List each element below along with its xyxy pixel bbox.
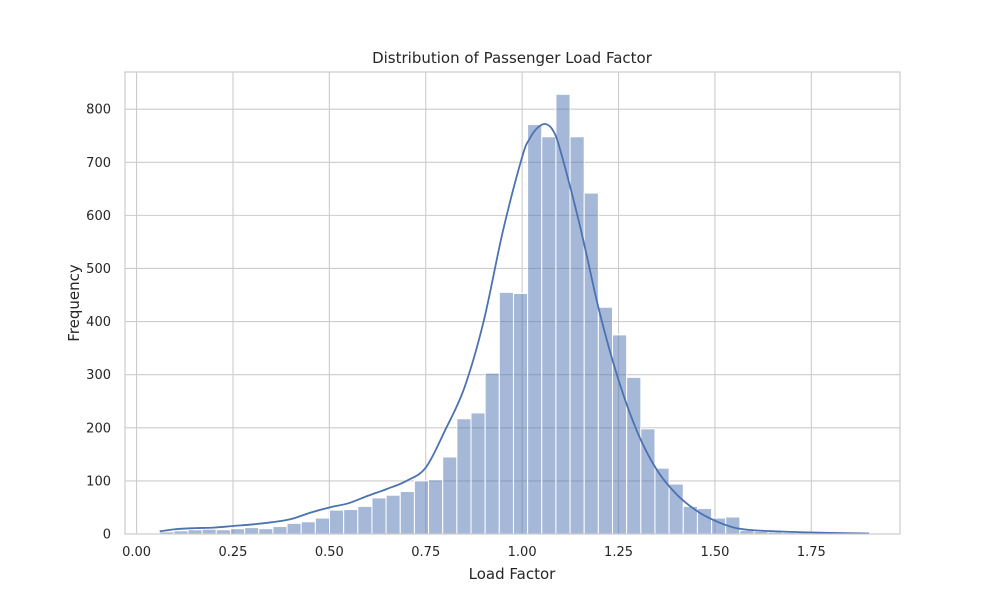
- histogram-bar: [399, 491, 415, 535]
- histogram-bar: [626, 376, 642, 535]
- histogram-bar: [272, 526, 288, 535]
- histogram-bar: [512, 292, 529, 535]
- y-axis-title: Frequency: [65, 264, 83, 342]
- x-tick-label: 1.75: [797, 545, 826, 560]
- histogram-bar: [498, 291, 514, 535]
- y-tick-label: 0: [103, 528, 111, 543]
- histogram-bar: [258, 528, 274, 535]
- histogram-bar: [583, 192, 599, 535]
- y-tick-label: 700: [86, 156, 111, 171]
- histogram-bar: [314, 517, 331, 535]
- histogram-bar: [229, 528, 246, 535]
- histogram-bar: [527, 124, 543, 535]
- x-axis-title: Load Factor: [469, 565, 557, 583]
- histogram-bar: [371, 497, 387, 535]
- histogram-bar: [215, 529, 231, 535]
- histogram-bar: [343, 509, 359, 535]
- x-tick-label: 1.25: [604, 545, 633, 560]
- histogram-bar: [442, 456, 458, 535]
- histogram-bar: [413, 480, 430, 535]
- histogram-bar: [484, 372, 500, 535]
- y-tick-label: 400: [86, 315, 111, 330]
- histogram-bar: [597, 306, 614, 535]
- histogram-bar: [329, 509, 345, 535]
- histogram-bar: [244, 527, 260, 535]
- kde-curve: [159, 123, 870, 535]
- y-tick-label: 100: [86, 474, 111, 489]
- chart-title: Distribution of Passenger Load Factor: [372, 49, 653, 67]
- histogram-bar: [541, 136, 557, 535]
- histogram-bar: [286, 522, 302, 535]
- x-tick-labels: 0.00 0.25 0.50 0.75 1.00 1.25 1.50 1.75: [122, 545, 826, 560]
- histogram-bar: [385, 494, 401, 535]
- histogram-bar: [300, 521, 316, 535]
- y-tick-labels: 0 100 200 300 400 500 600 700 800: [86, 103, 111, 543]
- y-tick-label: 300: [86, 368, 111, 383]
- y-tick-label: 200: [86, 421, 111, 436]
- x-tick-label: 0.25: [218, 545, 247, 560]
- histogram-bar: [456, 418, 472, 535]
- x-tick-label: 1.50: [700, 545, 729, 560]
- y-tick-label: 600: [86, 209, 111, 224]
- histogram-bar: [668, 483, 684, 535]
- x-tick-label: 0.75: [411, 545, 440, 560]
- x-tick-label: 1.00: [508, 545, 537, 560]
- histogram-bar: [201, 528, 217, 535]
- x-tick-label: 0.50: [315, 545, 344, 560]
- x-tick-label: 0.00: [122, 545, 151, 560]
- histogram-bar: [357, 505, 373, 535]
- y-tick-label: 800: [86, 103, 111, 118]
- y-tick-label: 500: [86, 262, 111, 277]
- histogram-bar: [428, 479, 444, 535]
- plot-frame: [124, 71, 901, 535]
- histogram-bar: [187, 529, 203, 535]
- histogram-bar: [470, 412, 486, 535]
